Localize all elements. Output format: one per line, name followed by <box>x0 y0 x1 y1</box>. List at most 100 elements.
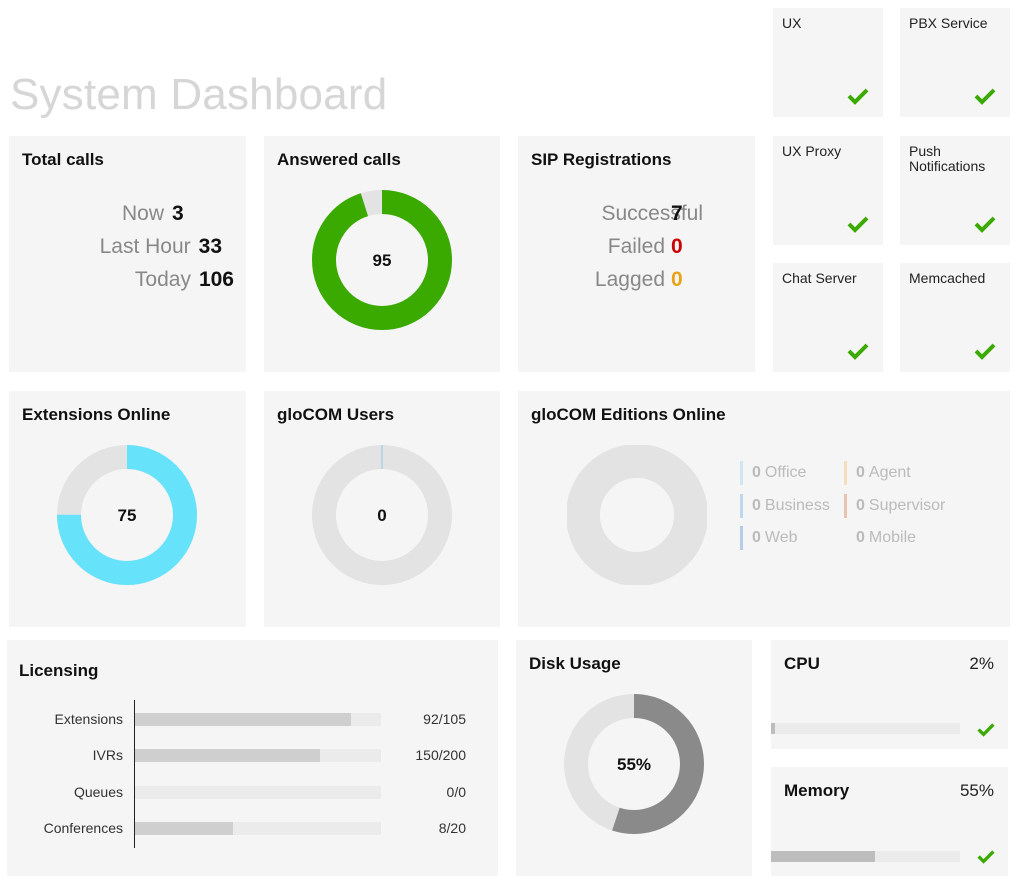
stat-label: Successful <box>601 202 703 225</box>
stat-value-successful: 7 <box>671 202 683 225</box>
license-bar-track <box>135 713 381 726</box>
stat-row-lagged: Lagged <box>595 268 665 292</box>
license-value: 92/105 <box>423 711 466 727</box>
license-bar-track <box>135 749 381 762</box>
cpu-bar-track <box>771 723 960 734</box>
stat-label: Now <box>121 202 164 225</box>
glocom-users-donut <box>312 445 452 585</box>
license-label: Conferences <box>43 820 123 836</box>
donut-arc <box>57 445 197 585</box>
license-bar-fill <box>135 822 234 835</box>
answered-calls-donut <box>312 190 452 330</box>
glocom-users-card[interactable]: gloCOM Users 0 <box>264 391 500 627</box>
cpu-card[interactable]: CPU 2% <box>771 640 1008 749</box>
licensing-axis <box>134 700 135 848</box>
disk-usage-donut <box>564 694 704 834</box>
service-name: PBX Service <box>909 15 988 31</box>
license-label: Extensions <box>54 711 123 727</box>
service-tile-push[interactable]: Push Notifications <box>900 136 1010 245</box>
licensing-card[interactable]: Licensing Extensions 92/105 IVRs 150/200… <box>7 640 498 876</box>
stat-value: 106 <box>198 268 234 291</box>
memory-value: 55% <box>959 781 994 800</box>
card-title: Disk Usage <box>529 654 621 673</box>
card-title: gloCOM Editions Online <box>531 405 726 424</box>
legend-item-office: 0 Office <box>740 461 806 485</box>
donut-value: 75 <box>117 506 137 525</box>
check-icon <box>974 88 996 105</box>
service-name: Push Notifications <box>909 143 986 174</box>
legend-item-supervisor: 0 Supervisor <box>844 494 945 518</box>
license-bar-fill <box>135 713 351 726</box>
service-tile-pbx[interactable]: PBX Service <box>900 8 1010 117</box>
total-calls-card[interactable]: Total calls Now 3 Last Hour 33 Today 106 <box>9 136 246 372</box>
check-icon <box>847 216 869 233</box>
stat-label: Lagged <box>594 268 665 291</box>
stat-row-now: Now 3 <box>122 202 196 226</box>
extensions-online-donut <box>57 445 197 585</box>
stat-row-last-hour: Last Hour 33 <box>100 235 222 259</box>
donut-arc <box>564 694 704 834</box>
cpu-value: 2% <box>969 654 994 673</box>
page-title: System Dashboard <box>10 70 388 119</box>
card-title: CPU <box>784 654 820 673</box>
memory-bar-track <box>771 851 960 862</box>
service-tile-ux-proxy[interactable]: UX Proxy <box>773 136 883 245</box>
legend-item-business: 0 Business <box>740 494 830 518</box>
donut-value: 0 <box>377 506 387 525</box>
legend-item-mobile: 0 Mobile <box>844 526 916 550</box>
stat-label: Failed <box>607 235 665 258</box>
stat-row-successful: Successful <box>601 202 703 226</box>
license-value: 0/0 <box>446 784 466 800</box>
check-icon <box>847 343 869 360</box>
legend-item-agent: 0 Agent <box>844 461 911 485</box>
license-label: Queues <box>73 784 123 800</box>
check-icon <box>977 850 995 864</box>
service-name: Chat Server <box>782 270 857 286</box>
donut-arc <box>312 190 452 330</box>
card-title: Licensing <box>19 661 99 680</box>
service-name: Memcached <box>909 270 986 286</box>
legend-item-web: 0 Web <box>740 526 798 550</box>
stat-value: 3 <box>172 202 184 225</box>
check-icon <box>974 216 996 233</box>
license-bar-track <box>135 822 381 835</box>
license-bar-track <box>135 786 381 799</box>
cpu-bar-fill <box>771 723 775 734</box>
sip-registrations-card[interactable]: SIP Registrations Successful 7 Failed 0 … <box>518 136 755 372</box>
service-name: UX <box>782 15 802 31</box>
service-tile-memcached[interactable]: Memcached <box>900 263 1010 372</box>
service-name: UX Proxy <box>782 143 842 159</box>
memory-bar-fill <box>771 851 875 862</box>
license-bar-fill <box>135 749 320 762</box>
memory-card[interactable]: Memory 55% <box>771 767 1008 876</box>
license-value: 150/200 <box>415 747 466 763</box>
service-tile-chat[interactable]: Chat Server <box>773 263 883 372</box>
card-title: Total calls <box>22 150 104 169</box>
stat-row-today: Today 106 <box>135 268 234 292</box>
answered-calls-card[interactable]: Answered calls 95 <box>264 136 500 372</box>
license-label: IVRs <box>92 747 123 763</box>
card-title: gloCOM Users <box>277 405 395 424</box>
license-value: 8/20 <box>438 820 466 836</box>
card-title: Answered calls <box>277 150 401 169</box>
editions-donut <box>567 445 707 585</box>
donut-track <box>567 445 707 585</box>
stat-value-lagged: 0 <box>671 268 683 291</box>
card-title: SIP Registrations <box>531 150 672 169</box>
stat-label: Today <box>134 268 191 291</box>
card-title: Memory <box>784 781 850 800</box>
stat-value: 33 <box>198 235 222 258</box>
check-icon <box>847 88 869 105</box>
stat-row-failed: Failed <box>608 235 665 259</box>
disk-usage-card[interactable]: Disk Usage 55% <box>516 640 752 876</box>
donut-value: 55% <box>616 755 652 774</box>
check-icon <box>974 343 996 360</box>
card-title: Extensions Online <box>22 405 171 424</box>
check-icon <box>977 723 995 737</box>
extensions-online-card[interactable]: Extensions Online 75 <box>9 391 246 627</box>
stat-value-failed: 0 <box>671 235 683 258</box>
donut-value: 95 <box>372 251 392 270</box>
stat-label: Last Hour <box>99 235 191 258</box>
service-tile-ux[interactable]: UX <box>773 8 883 117</box>
